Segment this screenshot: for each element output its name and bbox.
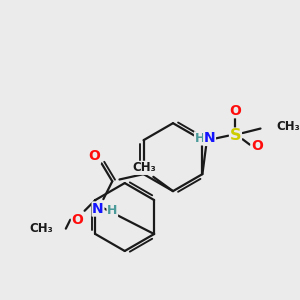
Text: O: O [88,149,101,163]
Text: H: H [194,132,205,145]
Text: CH₃: CH₃ [30,222,53,235]
Text: N: N [204,131,215,146]
Text: S: S [230,128,241,143]
Text: O: O [251,140,263,153]
Text: O: O [71,213,83,227]
Text: H: H [107,204,118,217]
Text: CH₃: CH₃ [277,120,300,133]
Text: O: O [230,104,242,118]
Text: N: N [92,202,104,216]
Text: CH₃: CH₃ [133,161,156,174]
